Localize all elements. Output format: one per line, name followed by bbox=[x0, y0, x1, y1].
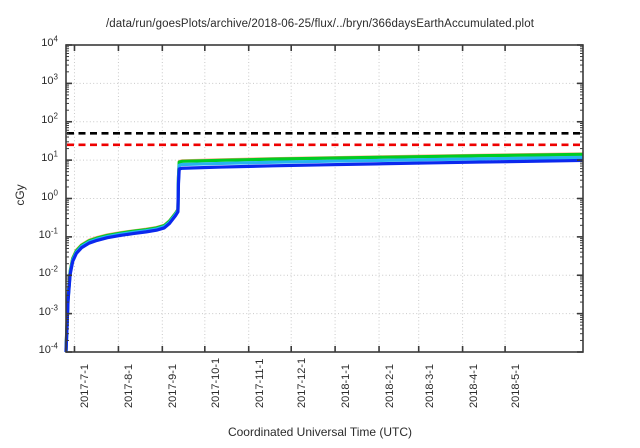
data-line-trace-orange bbox=[64, 152, 584, 350]
x-tick-label: 2018-1-1 bbox=[340, 363, 353, 408]
x-tick-label: 2017-7-1 bbox=[79, 363, 92, 408]
y-tick-label: 10-2 bbox=[38, 264, 58, 280]
x-tick-label: 2018-5-1 bbox=[510, 363, 523, 408]
y-tick-label: 104 bbox=[41, 34, 58, 49]
y-tick-label: 10-3 bbox=[38, 302, 58, 318]
x-tick-label: 2017-12-1 bbox=[296, 357, 309, 408]
data-line-trace-cyan bbox=[64, 155, 584, 353]
y-tick-label: 103 bbox=[41, 72, 58, 88]
y-tick-label: 10-4 bbox=[38, 341, 58, 356]
data-series-group bbox=[64, 152, 584, 353]
chart-title: /data/run/goesPlots/archive/2018-06-25/f… bbox=[106, 18, 534, 30]
y-tick-label: 102 bbox=[41, 111, 58, 126]
x-tick-label: 2018-3-1 bbox=[423, 363, 436, 408]
x-tick-label: 2017-8-1 bbox=[123, 363, 136, 408]
axis-ticks bbox=[66, 44, 583, 353]
data-line-trace-blue bbox=[64, 158, 584, 353]
x-axis-label: Coordinated Universal Time (UTC) bbox=[227, 425, 413, 439]
x-tick-label: 2017-11-1 bbox=[253, 358, 266, 408]
y-tick-label: 10-1 bbox=[38, 226, 58, 241]
x-tick-label: 2018-4-1 bbox=[467, 363, 480, 408]
y-tick-label: 100 bbox=[41, 187, 58, 203]
x-tick-label: 2017-10-1 bbox=[209, 357, 222, 408]
grid-lines bbox=[66, 45, 583, 352]
x-tick-label: 2018-2-1 bbox=[384, 363, 397, 408]
x-tick-label: 2017-9-1 bbox=[167, 363, 180, 408]
y-tick-label: 101 bbox=[41, 149, 58, 165]
threshold-lines bbox=[67, 132, 582, 147]
